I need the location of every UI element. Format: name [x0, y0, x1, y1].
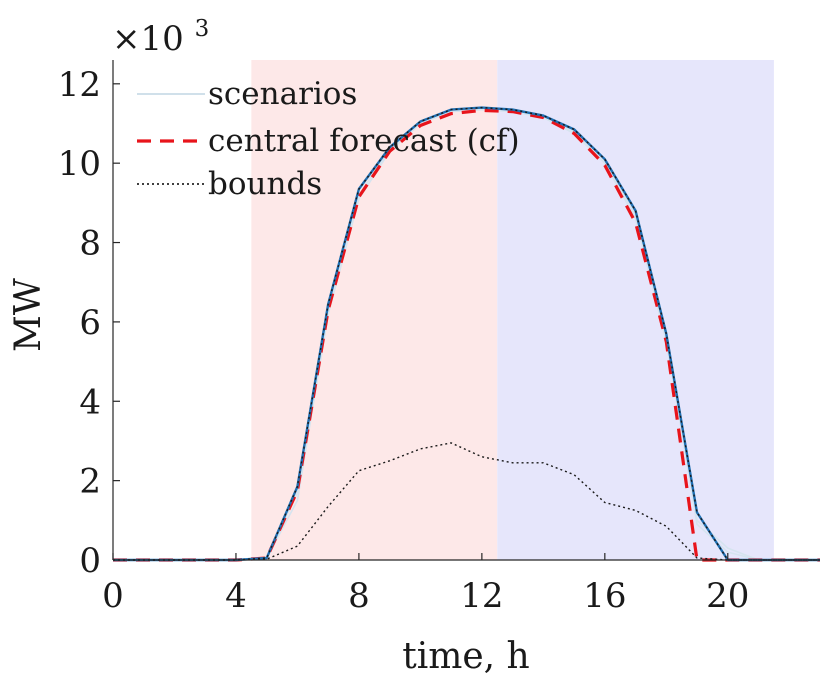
- x-tick-label: 4: [225, 576, 247, 616]
- legend: scenarios central forecast (cf) bounds: [137, 76, 520, 202]
- y-multiplier-exponent: 3: [195, 16, 210, 42]
- y-tick-label: 8: [79, 224, 101, 264]
- shaded-region-pink: [251, 60, 498, 560]
- upper-bound-line: [113, 106, 820, 561]
- tick-labels: 0 4 8 12 16 20 0 2 4 6 8 10 12: [58, 65, 750, 616]
- x-tick-label: 20: [706, 576, 749, 616]
- y-axis-label: MW: [8, 278, 49, 352]
- x-tick-label: 16: [583, 576, 626, 616]
- x-tick-label: 12: [460, 576, 503, 616]
- y-tick-label: 0: [79, 541, 101, 581]
- x-tick-label: 8: [348, 576, 370, 616]
- axes: [112, 60, 820, 561]
- y-tick-label: 6: [79, 303, 101, 343]
- x-axis-label: time, h: [402, 636, 530, 677]
- lower-bound-line: [113, 442, 820, 561]
- y-tick-label: 12: [58, 65, 101, 105]
- x-tick-label: 0: [102, 576, 124, 616]
- legend-label-3: bounds: [208, 166, 322, 202]
- legend-label-2: central forecast (cf): [208, 123, 520, 159]
- shaded-region-blue: [497, 60, 774, 560]
- y-tick-label: 2: [79, 462, 101, 502]
- legend-label-1: scenarios: [208, 76, 357, 112]
- y-multiplier-base: ×10: [112, 19, 184, 59]
- shaded-regions: [251, 60, 774, 560]
- y-tick-label: 4: [79, 382, 101, 422]
- y-multiplier: ×10 3: [112, 16, 209, 59]
- y-tick-label: 10: [58, 144, 101, 184]
